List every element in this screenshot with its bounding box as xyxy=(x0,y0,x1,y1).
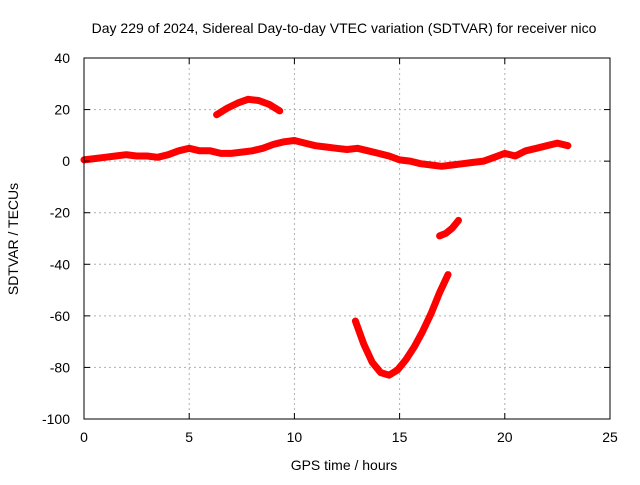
data-point xyxy=(91,155,98,162)
data-point xyxy=(228,150,235,157)
x-tick-label: 10 xyxy=(287,429,303,445)
y-tick-label: 40 xyxy=(54,50,70,66)
data-point xyxy=(266,101,273,108)
x-tick-label: 5 xyxy=(185,429,193,445)
data-point xyxy=(449,162,456,169)
x-tick-label: 25 xyxy=(602,429,618,445)
plot-frame xyxy=(83,57,611,420)
series-line xyxy=(436,216,462,240)
x-tick-label: 0 xyxy=(80,429,88,445)
data-point xyxy=(386,372,393,379)
y-tick-label: -100 xyxy=(42,411,70,427)
data-point xyxy=(344,146,350,153)
data-point xyxy=(564,142,571,149)
data-point xyxy=(455,217,462,224)
data-point xyxy=(377,369,384,376)
data-point xyxy=(144,152,151,159)
data-point xyxy=(270,141,277,148)
data-point xyxy=(175,147,182,154)
data-point xyxy=(375,150,382,157)
grid xyxy=(84,58,610,419)
data-point xyxy=(255,97,262,104)
data-point xyxy=(501,150,508,157)
data-point xyxy=(301,140,308,147)
data-point xyxy=(213,111,220,118)
data-point xyxy=(407,158,414,165)
y-axis-label: SDTVAR / TECUs xyxy=(5,183,21,295)
data-point xyxy=(512,152,519,159)
y-tick-label: -20 xyxy=(50,205,70,221)
data-point xyxy=(360,341,367,348)
data-point xyxy=(196,147,203,154)
data-point xyxy=(354,145,361,152)
data-point xyxy=(522,147,529,154)
data-point xyxy=(459,160,466,167)
data-point xyxy=(480,158,487,165)
data-point xyxy=(165,151,172,158)
data-point xyxy=(133,152,140,159)
data-point xyxy=(554,140,561,147)
data-point xyxy=(112,152,119,159)
data-point xyxy=(533,145,540,152)
data-point xyxy=(123,151,130,158)
data-point xyxy=(428,310,435,317)
data-point xyxy=(312,142,319,149)
x-tick-label: 15 xyxy=(392,429,408,445)
data-point xyxy=(444,271,451,278)
data-point xyxy=(543,142,550,149)
x-axis-label: GPS time / hours xyxy=(291,457,398,473)
data-point xyxy=(259,145,266,152)
data-layer xyxy=(80,95,572,379)
series-line xyxy=(351,271,452,379)
data-point xyxy=(436,289,443,296)
data-point xyxy=(438,163,445,170)
data-point xyxy=(402,356,409,363)
data-point xyxy=(491,154,498,161)
data-point xyxy=(224,105,231,112)
data-point xyxy=(280,138,287,145)
data-point xyxy=(394,367,401,374)
data-point xyxy=(386,152,393,159)
data-point xyxy=(436,232,443,239)
data-point xyxy=(186,145,193,152)
data-point xyxy=(369,359,376,366)
data-point xyxy=(245,96,252,103)
data-point xyxy=(417,160,424,167)
data-point xyxy=(276,107,283,114)
data-point xyxy=(449,225,456,232)
data-point xyxy=(249,147,256,154)
data-point xyxy=(411,343,418,350)
data-point xyxy=(365,147,372,154)
data-point xyxy=(352,318,359,325)
data-point xyxy=(291,137,298,144)
y-tick-label: 20 xyxy=(54,102,70,118)
data-point xyxy=(102,154,109,161)
data-point xyxy=(207,147,214,154)
data-point xyxy=(419,328,426,335)
data-point xyxy=(396,156,403,163)
data-point xyxy=(428,162,435,169)
y-tick-label: -80 xyxy=(50,359,70,375)
x-tick-label: 20 xyxy=(497,429,513,445)
y-tick-label: 0 xyxy=(62,153,70,169)
data-point xyxy=(333,145,340,152)
axes: 0 5 10 15 20 25 -100 -80 -60 -40 -20 0 20 40 xyxy=(42,50,618,445)
data-point xyxy=(234,100,241,107)
y-tick-label: -60 xyxy=(50,308,70,324)
data-point xyxy=(217,150,224,157)
data-point xyxy=(154,154,161,161)
data-point xyxy=(322,143,329,150)
data-point xyxy=(470,159,477,166)
data-point xyxy=(238,149,245,156)
y-tick-label: -40 xyxy=(50,256,70,272)
data-point xyxy=(442,230,449,237)
chart-title: Day 229 of 2024, Sidereal Day-to-day VTE… xyxy=(92,20,597,36)
